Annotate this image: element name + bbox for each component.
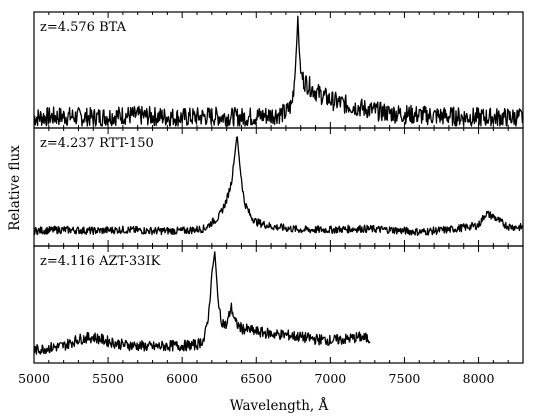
y-axis-title: Relative flux — [7, 145, 23, 231]
spectrum-line — [33, 15, 524, 127]
spectrum-panel-1: z=4.576 BTA — [33, 11, 524, 129]
panel-label: z=4.576 BTA — [40, 20, 127, 35]
x-tick-label: 7000 — [314, 371, 346, 386]
panels-group: z=4.576 BTA z=4.237 RTT-150 z=4.116 AZT-33… — [33, 11, 524, 364]
x-tick-label: 5000 — [18, 371, 50, 386]
x-tick-label: 7500 — [389, 371, 421, 386]
x-tick-label: 8000 — [463, 371, 495, 386]
x-tick-label: 6000 — [166, 371, 198, 386]
x-axis-title: Wavelength, Å — [230, 398, 329, 414]
panel-frame — [33, 245, 524, 364]
panel-label: z=4.116 AZT-33IK — [40, 254, 161, 269]
panel-label: z=4.237 RTT-150 — [40, 136, 154, 151]
x-axis-ticks: 5000 5500 6000 6500 7000 7500 8000 — [18, 371, 494, 386]
spectrum-panel-2: z=4.237 RTT-150 — [33, 127, 524, 247]
spectrum-line — [33, 251, 371, 355]
spectrum-panel-3: z=4.116 AZT-33IK — [33, 245, 524, 364]
spectrum-line — [33, 136, 524, 237]
x-tick-label: 5500 — [92, 371, 124, 386]
x-tick-label: 6500 — [240, 371, 272, 386]
